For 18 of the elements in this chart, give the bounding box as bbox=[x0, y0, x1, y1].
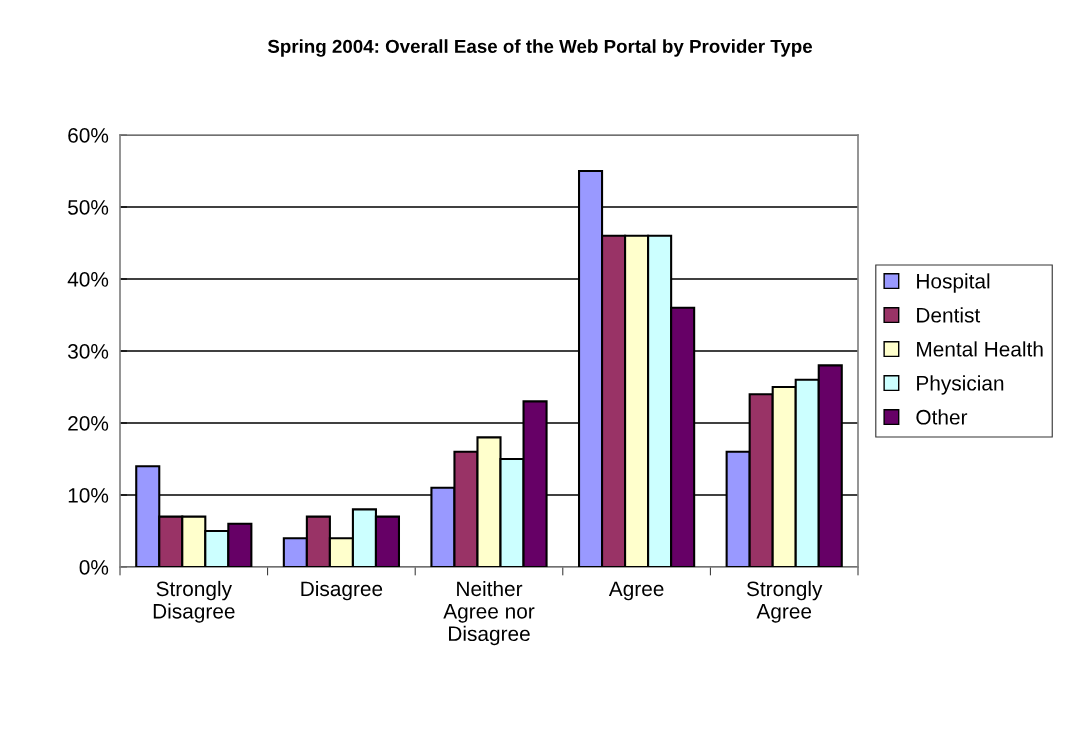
y-tick-label: 10% bbox=[68, 488, 109, 503]
x-tick-label: Disagree bbox=[301, 580, 383, 601]
legend-label: Mental Health bbox=[917, 341, 1043, 357]
x-tick-label: Strongly Disagree bbox=[153, 580, 235, 623]
y-tick-label: 50% bbox=[68, 200, 109, 215]
legend-label: Hospital bbox=[917, 273, 990, 293]
y-tick-label: 30% bbox=[67, 344, 109, 359]
legend-label: Physician bbox=[917, 375, 1004, 395]
x-tick-label: Agree bbox=[608, 581, 664, 601]
chart-title: Spring 2004: Overall Ease of the Web Portal by Provider Type bbox=[267, 39, 813, 57]
y-tick-label: 60% bbox=[68, 128, 109, 143]
y-tick-label: 20% bbox=[68, 416, 109, 431]
legend-label: Dentist bbox=[917, 307, 981, 323]
y-tick-label: 40% bbox=[67, 272, 109, 287]
legend-label: Other bbox=[916, 409, 968, 425]
x-tick-label: Neither Agree nor Disagree bbox=[443, 580, 535, 646]
x-tick-label: Strongly Agree bbox=[746, 580, 823, 623]
y-tick-label: 0% bbox=[79, 560, 109, 575]
